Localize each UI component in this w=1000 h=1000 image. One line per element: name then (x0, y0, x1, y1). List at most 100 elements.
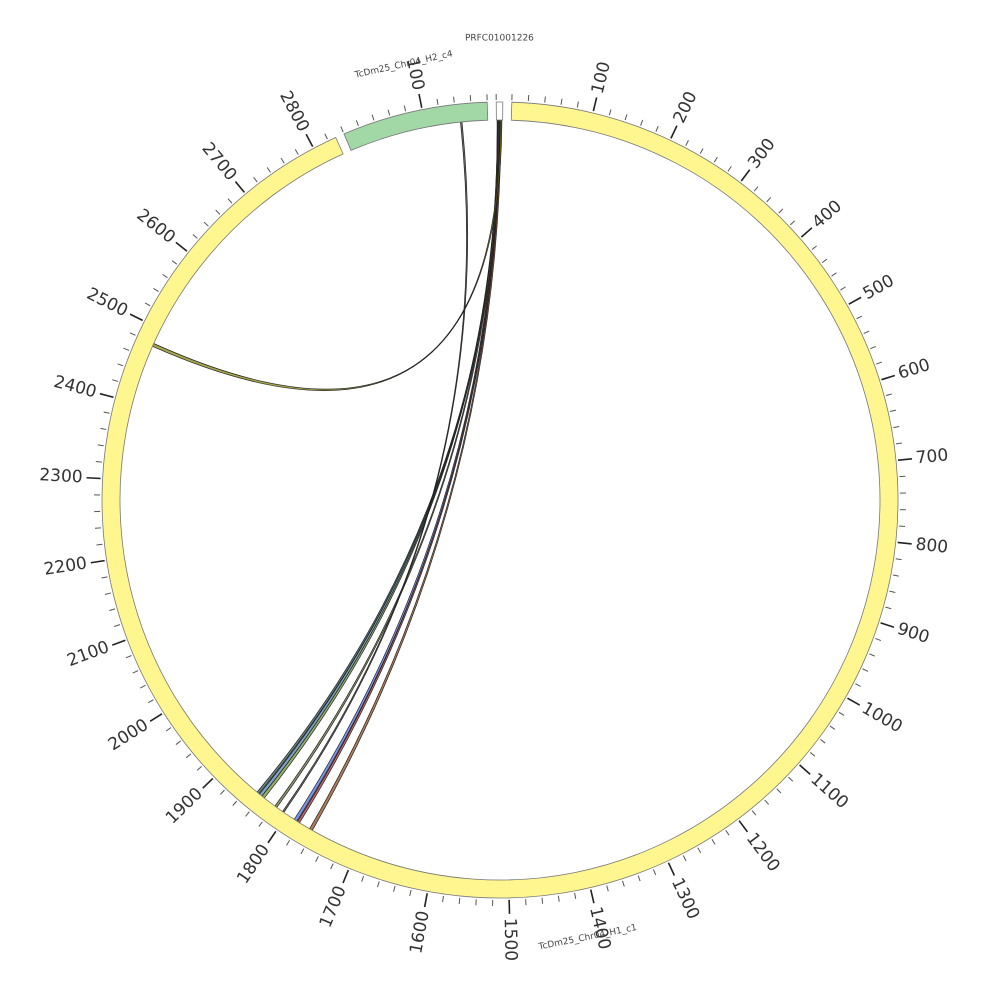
tick-label: 2600 (133, 205, 179, 248)
minor-tick (109, 608, 116, 612)
minor-tick (117, 363, 124, 367)
minor-tick (766, 197, 772, 203)
major-tick (670, 125, 678, 139)
major-tick (667, 862, 676, 876)
link (261, 119, 500, 799)
major-tick (848, 296, 862, 305)
minor-tick (885, 393, 893, 396)
major-tick (423, 893, 428, 908)
minor-tick (139, 684, 146, 689)
minor-tick (144, 302, 151, 307)
tick-label: 2200 (43, 553, 89, 579)
major-tick (897, 541, 912, 545)
minor-tick (153, 288, 159, 293)
tick-label: 1900 (162, 784, 207, 828)
minor-tick (624, 114, 628, 121)
major-tick (589, 889, 595, 904)
major-tick (592, 97, 598, 112)
minor-tick (100, 427, 107, 430)
tick-label: 2500 (83, 284, 131, 321)
tick-label: 200 (670, 88, 702, 126)
minor-tick (889, 590, 896, 594)
major-tick (740, 169, 751, 182)
tick-label: 800 (915, 534, 949, 557)
minor-tick (885, 606, 892, 610)
minor-tick (227, 198, 233, 204)
minor-tick (95, 461, 102, 463)
minor-tick (574, 892, 577, 899)
tick-label: 1600 (406, 909, 434, 955)
minor-tick (232, 800, 238, 806)
minor-tick (889, 409, 897, 412)
minor-tick (442, 895, 444, 902)
link (256, 119, 501, 795)
minor-tick (655, 125, 659, 132)
minor-tick (97, 444, 104, 447)
minor-tick (713, 156, 718, 163)
minor-tick (576, 101, 579, 108)
minor-tick (203, 221, 209, 227)
minor-tick (711, 838, 716, 845)
tick-label: 1500 (500, 918, 521, 962)
tick-label: 2800 (275, 88, 313, 136)
minor-tick (361, 875, 365, 882)
minor-tick (112, 379, 119, 382)
minor-tick (436, 98, 439, 105)
minor-tick (192, 234, 198, 239)
minor-tick (114, 624, 121, 627)
minor-tick (622, 880, 625, 887)
major-tick (175, 241, 188, 252)
minor-tick (863, 330, 870, 335)
minor-tick (324, 133, 328, 140)
minor-tick (315, 856, 319, 862)
major-tick (881, 374, 896, 381)
minor-tick (809, 752, 816, 757)
segment-arc (101, 101, 899, 899)
minor-tick (355, 120, 359, 127)
minor-tick (340, 126, 344, 133)
minor-tick (196, 766, 202, 771)
tick-label: 1000 (858, 698, 905, 737)
minor-tick (557, 895, 560, 902)
minor-tick (699, 148, 704, 154)
link (297, 119, 501, 824)
link (282, 121, 469, 813)
major-tick (234, 181, 245, 193)
minor-tick (185, 753, 192, 759)
minor-tick (838, 711, 845, 716)
minor-tick (789, 220, 796, 226)
minor-tick (606, 885, 609, 892)
minor-tick (175, 740, 182, 745)
major-tick (149, 713, 163, 722)
tick-label: 900 (895, 619, 932, 648)
minor-tick (387, 109, 391, 116)
minor-tick (253, 176, 258, 183)
minor-tick (286, 839, 291, 846)
link (293, 119, 500, 822)
minor-tick (811, 245, 817, 251)
minor-tick (829, 725, 836, 730)
minor-tick (103, 411, 110, 414)
major-tick (305, 133, 314, 147)
minor-tick (862, 668, 869, 672)
minor-tick (560, 98, 563, 105)
minor-tick (840, 286, 846, 291)
minor-tick (895, 558, 902, 561)
minor-tick (294, 149, 299, 155)
minor-tick (895, 442, 903, 445)
tick-label: 400 (808, 196, 846, 232)
minor-tick (820, 739, 826, 744)
minor-tick (129, 332, 136, 336)
minor-tick (280, 157, 285, 164)
minor-tick (544, 96, 546, 103)
minor-tick (788, 776, 794, 782)
tick-label: 500 (860, 271, 898, 304)
minor-tick (96, 543, 103, 546)
minor-tick (831, 272, 837, 277)
minor-tick (876, 361, 883, 365)
major-tick (738, 820, 749, 833)
minor-tick (104, 592, 112, 595)
minor-tick (403, 105, 407, 112)
minor-tick (101, 576, 108, 579)
